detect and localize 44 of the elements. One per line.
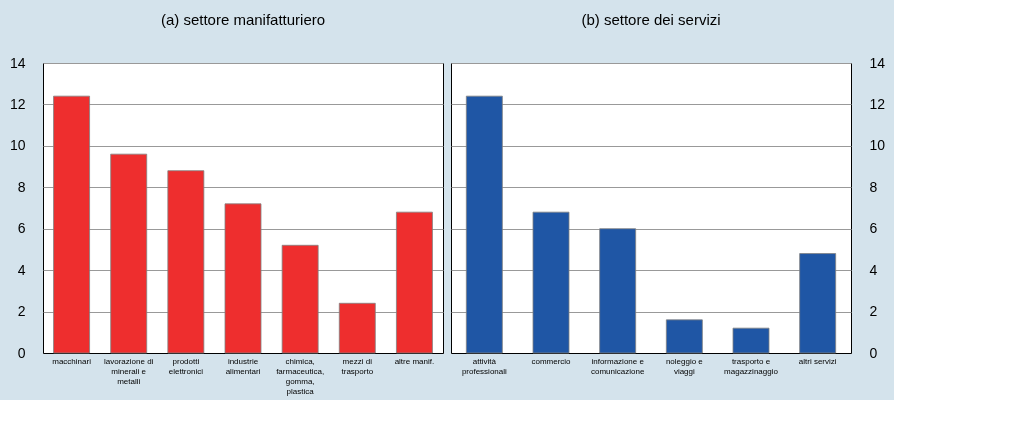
bar	[53, 95, 90, 354]
bar	[532, 211, 570, 354]
bar	[799, 253, 837, 354]
y-tick-label: 4	[17, 261, 26, 278]
y-tick-label: 10	[869, 137, 886, 154]
bar	[465, 95, 503, 354]
bar	[281, 244, 319, 354]
y-tick-label: 14	[9, 54, 26, 71]
x-tick-label: attività professionali	[461, 356, 508, 376]
x-tick-label: macchinari	[52, 356, 92, 366]
x-tick-label: altre manif.	[394, 356, 435, 366]
y-tick-label: 6	[869, 220, 878, 237]
bar	[110, 153, 148, 354]
x-tick-label: informazione e comunicazione	[590, 356, 645, 376]
y-tick-label: 8	[17, 178, 26, 195]
y-tick-label: 4	[869, 261, 878, 278]
x-tick-label: lavorazione di minerali e metalli	[104, 356, 154, 386]
bar	[599, 228, 637, 354]
y-tick-label: 14	[869, 54, 886, 71]
x-tick-label: mezzi di trasporto	[341, 356, 374, 376]
y-tick-label: 12	[869, 95, 886, 112]
x-tick-label: commercio	[531, 356, 572, 366]
bar	[167, 170, 205, 354]
x-tick-label: trasporto e magazzinaggio	[724, 356, 779, 376]
bar	[396, 211, 433, 354]
y-tick-label: 6	[17, 220, 26, 237]
x-tick-label: altri servizi	[798, 356, 837, 366]
chart-title: (b) settore dei servizi	[581, 11, 721, 28]
y-tick-label: 0	[869, 344, 878, 361]
y-tick-label: 12	[9, 95, 26, 112]
x-tick-label: prodotti elettronici	[168, 356, 204, 376]
x-tick-label: industrie alimentari	[225, 356, 261, 376]
y-tick-label: 0	[17, 344, 26, 361]
x-tick-label: noleggio e viaggi	[665, 356, 704, 376]
x-tick-label: chimica, farmaceutica, gomma, plastica	[276, 356, 325, 396]
bar	[665, 319, 703, 354]
y-tick-label: 10	[9, 137, 26, 154]
bar	[732, 327, 770, 354]
chart-title: (a) settore manifatturiero	[160, 11, 326, 28]
bar	[338, 302, 376, 354]
y-tick-label: 8	[869, 178, 878, 195]
y-tick-label: 2	[17, 303, 26, 320]
y-tick-label: 2	[869, 303, 878, 320]
bar	[224, 203, 262, 354]
